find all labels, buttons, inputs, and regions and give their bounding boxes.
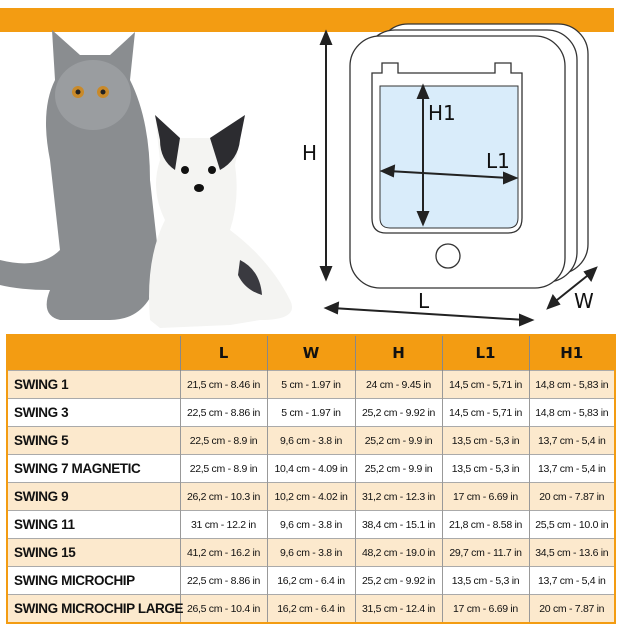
lock-knob (435, 243, 461, 269)
model-name: SWING 1 (7, 370, 180, 399)
dimension-cell: 22,5 cm - 8.9 in (179, 454, 267, 483)
dimension-cell: 24 cm - 9.45 in (354, 370, 442, 399)
column-header: W (266, 335, 355, 371)
table-row: SWING 1 21,5 cm - 8.46 in 5 cm - 1.97 in 24… (7, 370, 615, 399)
table-row: SWING MICROCHIP 22,5 cm - 8.86 in 16,2 cm … (7, 566, 615, 595)
dimension-cell: 16,2 cm - 6.4 in (266, 594, 355, 623)
pet-door-diagram: H L W H1 L1 (302, 23, 598, 327)
dimension-cell: 31,5 cm - 12.4 in (354, 594, 442, 623)
dimension-cell: 13,5 cm - 5,3 in (441, 426, 529, 455)
dimension-cell: 25,2 cm - 9.92 in (354, 398, 442, 427)
dimension-cell: 48,2 cm - 19.0 in (354, 538, 442, 567)
dimension-cell: 20 cm - 7.87 in (528, 594, 615, 623)
model-name: SWING 11 (7, 510, 180, 539)
model-name: SWING 5 (7, 426, 180, 455)
dimension-cell: 31 cm - 12.2 in (179, 510, 267, 539)
dimension-cell: 9,6 cm - 3.8 in (266, 538, 355, 567)
dimension-cell: 25,2 cm - 9.9 in (354, 426, 442, 455)
table-row: SWING 15 41,2 cm - 16.2 in 9,6 cm - 3.8 in… (7, 538, 615, 567)
dog-image (149, 115, 292, 328)
table-row: SWING 11 31 cm - 12.2 in 9,6 cm - 3.8 in 38… (7, 510, 615, 539)
dimension-cell: 14,5 cm - 5,71 in (441, 398, 529, 427)
dimension-cell: 14,5 cm - 5,71 in (441, 370, 529, 399)
column-header: L1 (441, 335, 529, 371)
dimension-cell: 13,7 cm - 5,4 in (528, 426, 615, 455)
model-name: SWING 15 (7, 538, 180, 567)
width-arrow (551, 271, 593, 305)
dimension-cell: 41,2 cm - 16.2 in (179, 538, 267, 567)
label-width: W (574, 289, 594, 313)
dimension-cell: 26,5 cm - 10.4 in (179, 594, 267, 623)
dimension-cell: 5 cm - 1.97 in (266, 370, 355, 399)
column-header: H1 (528, 335, 615, 371)
table-row: SWING 7 MAGNETIC 22,5 cm - 8.9 in 10,4 cm … (7, 454, 615, 483)
flap-window (379, 85, 519, 229)
table-row: SWING MICROCHIP LARGE 26,5 cm - 10.4 in 16… (7, 594, 615, 623)
dimension-cell: 22,5 cm - 8.86 in (179, 566, 267, 595)
table-row: SWING 9 26,2 cm - 10.3 in 10,2 cm - 4.02 i… (7, 482, 615, 511)
model-name: SWING 3 (7, 398, 180, 427)
dimension-cell: 38,4 cm - 15.1 in (354, 510, 442, 539)
dimension-cell: 31,2 cm - 12.3 in (354, 482, 442, 511)
model-name: SWING 7 MAGNETIC (7, 454, 180, 483)
dimension-cell: 5 cm - 1.97 in (266, 398, 355, 427)
column-header: L (179, 335, 267, 371)
dimension-cell: 16,2 cm - 6.4 in (266, 566, 355, 595)
dimension-cell: 22,5 cm - 8.86 in (179, 398, 267, 427)
table-row: SWING 5 22,5 cm - 8.9 in 9,6 cm - 3.8 in 25… (7, 426, 615, 455)
label-length: L (418, 289, 430, 313)
dimension-cell: 13,7 cm - 5,4 in (528, 454, 615, 483)
dimension-cell: 13,5 cm - 5,3 in (441, 454, 529, 483)
dimension-cell: 29,7 cm - 11.7 in (441, 538, 529, 567)
cat-image (0, 30, 160, 320)
column-header: H (354, 335, 442, 371)
table-row: SWING 3 22,5 cm - 8.86 in 5 cm - 1.97 in 25… (7, 398, 615, 427)
column-header (7, 335, 180, 371)
model-name: SWING MICROCHIP LARGE (7, 594, 184, 623)
label-height: H (302, 141, 317, 165)
dimension-cell: 21,5 cm - 8.46 in (179, 370, 267, 399)
model-name: SWING MICROCHIP (7, 566, 180, 595)
dimension-cell: 34,5 cm - 13.6 in (528, 538, 615, 567)
dimension-cell: 14,8 cm - 5,83 in (528, 398, 615, 427)
dimension-cell: 17 cm - 6.69 in (441, 482, 529, 511)
dimension-cell: 9,6 cm - 3.8 in (266, 510, 355, 539)
label-inner-height: H1 (428, 101, 456, 125)
dimension-cell: 10,4 cm - 4.09 in (266, 454, 355, 483)
length-arrow (331, 307, 527, 321)
cat-and-dog-photo (0, 30, 292, 328)
dimension-cell: 13,7 cm - 5,4 in (528, 566, 615, 595)
dimension-cell: 9,6 cm - 3.8 in (266, 426, 355, 455)
dimension-cell: 22,5 cm - 8.9 in (179, 426, 267, 455)
dimension-cell: 25,5 cm - 10.0 in (528, 510, 615, 539)
dimension-cell: 17 cm - 6.69 in (441, 594, 529, 623)
dimension-cell: 14,8 cm - 5,83 in (528, 370, 615, 399)
inner-length-arrow (387, 170, 511, 179)
label-inner-length: L1 (486, 149, 510, 173)
dimension-cell: 13,5 cm - 5,3 in (441, 566, 529, 595)
dimension-cell: 25,2 cm - 9.92 in (354, 566, 442, 595)
table-header: L W H L1 H1 (7, 335, 615, 371)
size-table: L W H L1 H1 SWING 1 21,5 cm - 8.46 in 5 cm - 1… (6, 334, 616, 624)
dimension-cell: 10,2 cm - 4.02 in (266, 482, 355, 511)
dimension-cell: 25,2 cm - 9.9 in (354, 454, 442, 483)
dimension-cell: 26,2 cm - 10.3 in (179, 482, 267, 511)
dimension-cell: 20 cm - 7.87 in (528, 482, 615, 511)
dimension-cell: 21,8 cm - 8.58 in (441, 510, 529, 539)
model-name: SWING 9 (7, 482, 180, 511)
